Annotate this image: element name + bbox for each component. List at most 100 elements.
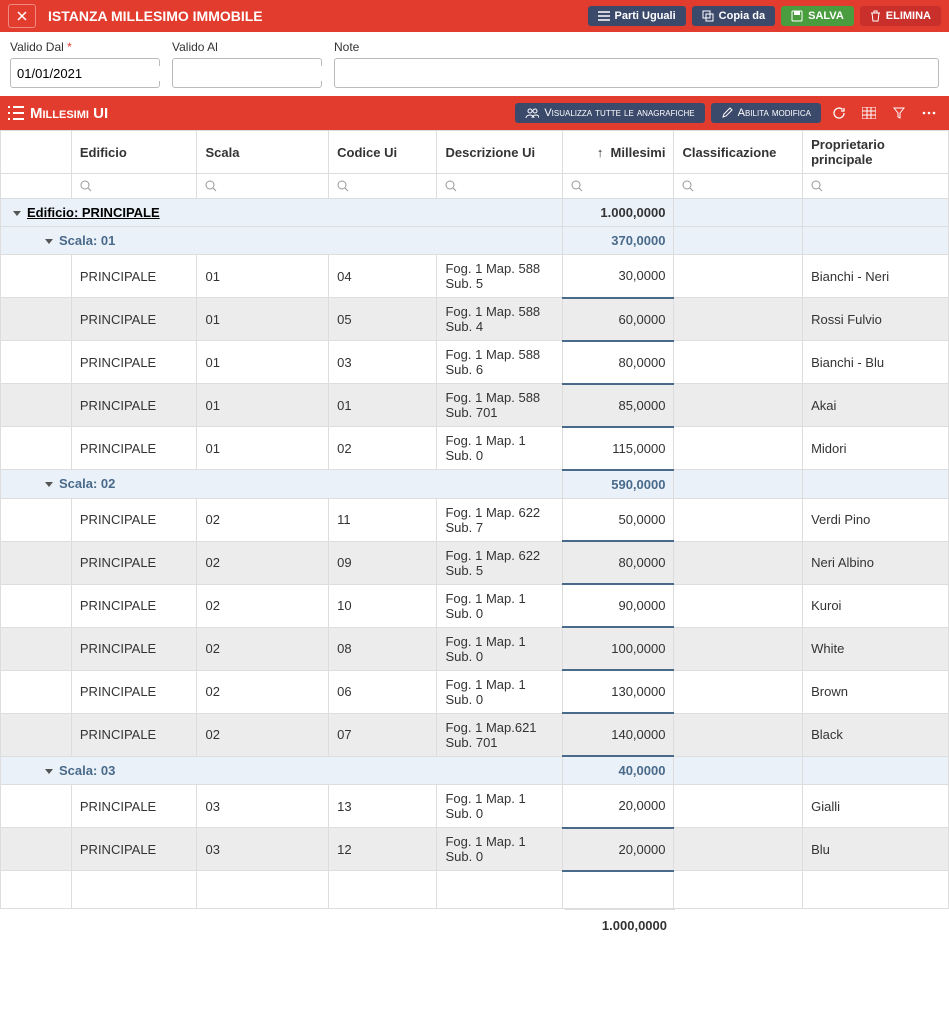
- filter-codice[interactable]: [329, 174, 437, 199]
- cell-scala: 03: [197, 828, 329, 871]
- elimina-button[interactable]: ELIMINA: [860, 6, 941, 26]
- col-edificio[interactable]: Edificio: [71, 131, 197, 174]
- cell-scala: 03: [197, 785, 329, 828]
- footer-total: 1.000,0000: [565, 909, 675, 941]
- parti-icon: [598, 11, 610, 21]
- cell-desc: Fog. 1 Map. 588 Sub. 5: [437, 255, 563, 298]
- filter-icon[interactable]: [887, 101, 911, 125]
- filter-class[interactable]: [674, 174, 803, 199]
- table-row[interactable]: PRINCIPALE0103Fog. 1 Map. 588 Sub. 680,0…: [1, 341, 949, 384]
- search-icon: [337, 180, 349, 192]
- table-row[interactable]: PRINCIPALE0206Fog. 1 Map. 1 Sub. 0130,00…: [1, 670, 949, 713]
- cell-codice: 05: [329, 298, 437, 341]
- cell-scala: 02: [197, 713, 329, 756]
- close-icon: [17, 11, 27, 21]
- cell-edificio: PRINCIPALE: [71, 584, 197, 627]
- valido-al-input[interactable]: [172, 58, 322, 88]
- col-proprietario[interactable]: Proprietario principale: [803, 131, 949, 174]
- col-expand[interactable]: [1, 131, 72, 174]
- valido-dal-field[interactable]: [17, 66, 193, 81]
- filter-row: [1, 174, 949, 199]
- parti-uguali-button[interactable]: Parti Uguali: [588, 6, 686, 26]
- cell-mill[interactable]: 140,0000: [563, 713, 674, 756]
- table-row[interactable]: PRINCIPALE0209Fog. 1 Map. 622 Sub. 580,0…: [1, 541, 949, 584]
- col-scala[interactable]: Scala: [197, 131, 329, 174]
- cell-mill[interactable]: 130,0000: [563, 670, 674, 713]
- cell-class: [674, 541, 803, 584]
- table-row[interactable]: PRINCIPALE0208Fog. 1 Map. 1 Sub. 0100,00…: [1, 627, 949, 670]
- copia-da-button[interactable]: Copia da: [692, 6, 775, 26]
- group-row[interactable]: Edificio: PRINCIPALE1.000,0000: [1, 199, 949, 227]
- cell-mill[interactable]: 30,0000: [563, 255, 674, 298]
- table-row[interactable]: PRINCIPALE0211Fog. 1 Map. 622 Sub. 750,0…: [1, 498, 949, 541]
- salva-button[interactable]: SALVA: [781, 6, 854, 26]
- filter-prop[interactable]: [803, 174, 949, 199]
- col-codice[interactable]: Codice Ui: [329, 131, 437, 174]
- cell-mill[interactable]: 20,0000: [563, 828, 674, 871]
- table-row[interactable]: PRINCIPALE0101Fog. 1 Map. 588 Sub. 70185…: [1, 384, 949, 427]
- valido-dal-group: Valido Dal * ⊗: [10, 40, 160, 88]
- cell-edificio: PRINCIPALE: [71, 713, 197, 756]
- cell-prop: Midori: [803, 427, 949, 470]
- salva-label: SALVA: [808, 10, 844, 22]
- cell-mill[interactable]: 80,0000: [563, 341, 674, 384]
- table-row[interactable]: PRINCIPALE0105Fog. 1 Map. 588 Sub. 460,0…: [1, 298, 949, 341]
- valido-dal-input[interactable]: ⊗: [10, 58, 160, 88]
- cell-edificio: PRINCIPALE: [71, 341, 197, 384]
- table-row[interactable]: PRINCIPALE0104Fog. 1 Map. 588 Sub. 530,0…: [1, 255, 949, 298]
- cell-class: [674, 298, 803, 341]
- cell-class: [674, 427, 803, 470]
- filter-scala[interactable]: [197, 174, 329, 199]
- cell-mill[interactable]: 85,0000: [563, 384, 674, 427]
- cell-desc: Fog. 1 Map. 1 Sub. 0: [437, 785, 563, 828]
- grid-icon[interactable]: [857, 101, 881, 125]
- page-title: ISTANZA MILLESIMO IMMOBILE: [48, 8, 588, 24]
- col-millesimi[interactable]: ↑ Millesimi: [563, 131, 674, 174]
- cell-mill[interactable]: 100,0000: [563, 627, 674, 670]
- close-button[interactable]: [8, 4, 36, 28]
- group-row[interactable]: Scala: 02590,0000: [1, 470, 949, 499]
- cell-class: [674, 828, 803, 871]
- group-row[interactable]: Scala: 01370,0000: [1, 227, 949, 255]
- cell-mill[interactable]: 80,0000: [563, 541, 674, 584]
- cell-class: [674, 341, 803, 384]
- cell-desc: Fog. 1 Map. 588 Sub. 4: [437, 298, 563, 341]
- col-descrizione[interactable]: Descrizione Ui: [437, 131, 563, 174]
- table-row[interactable]: PRINCIPALE0207Fog. 1 Map.621 Sub. 701140…: [1, 713, 949, 756]
- table-row[interactable]: PRINCIPALE0312Fog. 1 Map. 1 Sub. 020,000…: [1, 828, 949, 871]
- note-field[interactable]: [334, 58, 939, 88]
- cell-prop: Neri Albino: [803, 541, 949, 584]
- cell-edificio: PRINCIPALE: [71, 828, 197, 871]
- table-row[interactable]: PRINCIPALE0210Fog. 1 Map. 1 Sub. 090,000…: [1, 584, 949, 627]
- cell-scala: 01: [197, 255, 329, 298]
- cell-edificio: PRINCIPALE: [71, 255, 197, 298]
- cell-mill[interactable]: 115,0000: [563, 427, 674, 470]
- filter-desc[interactable]: [437, 174, 563, 199]
- abilita-button[interactable]: Abilita modifica: [711, 103, 821, 123]
- list-icon: [8, 106, 24, 120]
- filter-edificio[interactable]: [71, 174, 197, 199]
- cell-scala: 02: [197, 498, 329, 541]
- cell-mill[interactable]: 90,0000: [563, 584, 674, 627]
- save-icon: [791, 10, 803, 22]
- more-icon[interactable]: [917, 101, 941, 125]
- cell-scala: 01: [197, 384, 329, 427]
- valido-al-field[interactable]: [179, 66, 355, 81]
- valido-al-label: Valido Al: [172, 40, 322, 54]
- cell-mill[interactable]: 60,0000: [563, 298, 674, 341]
- search-icon: [682, 180, 694, 192]
- cell-codice: 01: [329, 384, 437, 427]
- col-classificazione[interactable]: Classificazione: [674, 131, 803, 174]
- table-row[interactable]: PRINCIPALE0102Fog. 1 Map. 1 Sub. 0115,00…: [1, 427, 949, 470]
- cell-edificio: PRINCIPALE: [71, 298, 197, 341]
- edit-icon: [721, 107, 733, 119]
- visualizza-button[interactable]: Visualizza tutte le anagrafiche: [515, 103, 704, 123]
- refresh-icon[interactable]: [827, 101, 851, 125]
- cell-desc: Fog. 1 Map. 588 Sub. 701: [437, 384, 563, 427]
- cell-prop: Brown: [803, 670, 949, 713]
- filter-mill[interactable]: [563, 174, 674, 199]
- group-row[interactable]: Scala: 0340,0000: [1, 756, 949, 785]
- cell-mill[interactable]: 50,0000: [563, 498, 674, 541]
- table-row[interactable]: PRINCIPALE0313Fog. 1 Map. 1 Sub. 020,000…: [1, 785, 949, 828]
- cell-mill[interactable]: 20,0000: [563, 785, 674, 828]
